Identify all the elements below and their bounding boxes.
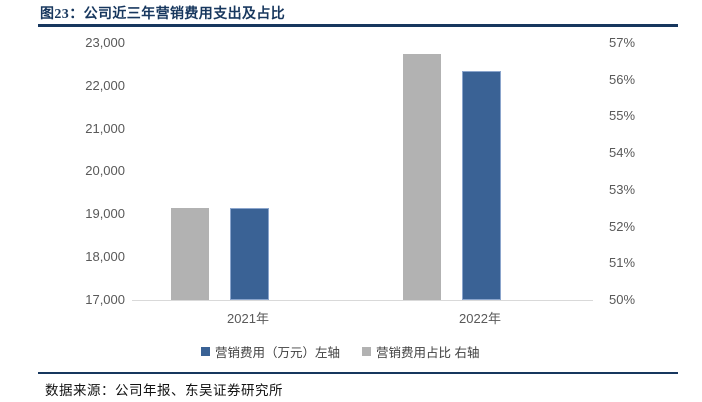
left-axis-tick: 23,000: [85, 35, 125, 50]
legend-label: 营销费用占比 右轴: [376, 346, 480, 360]
legend-label: 营销费用（万元）左轴: [215, 346, 341, 360]
bar-ratio-2022年: [403, 54, 441, 300]
right-axis-tick: 53%: [609, 181, 636, 197]
left-axis-tick: 21,000: [85, 120, 125, 136]
left-axis-tick: 18,000: [85, 249, 125, 265]
right-axis-tick: 57%: [609, 35, 636, 50]
right-axis-tick: 54%: [609, 145, 636, 161]
right-axis-tick: 55%: [609, 108, 636, 124]
left-axis-ticks: 23,000 22,000 21,000 20,000 19,000 18,000 17,0…: [56, 36, 125, 307]
right-axis-ticks: 57% 56% 55% 54% 53% 52% 51% 50%: [609, 36, 671, 307]
left-axis-tick: 19,000: [85, 206, 125, 222]
left-axis-tick: 17,000: [85, 291, 125, 307]
legend-swatch-blue-icon: [201, 347, 210, 356]
bar-ratio-2021年: [171, 208, 209, 300]
data-source-note: 数据来源：公司年报、东吴证券研究所: [45, 383, 283, 398]
bottom-divider: [38, 372, 678, 374]
legend-swatch-gray-icon: [362, 347, 372, 356]
bar-expense-2021年: [230, 207, 269, 300]
legend-item: 营销费用占比 右轴: [362, 342, 480, 361]
bar-expense-2022年: [462, 70, 501, 300]
left-axis-tick: 20,000: [85, 163, 125, 179]
category-label: 2021年: [227, 311, 269, 326]
right-axis-tick: 51%: [609, 255, 636, 271]
legend-item: 营销费用（万元）左轴: [201, 342, 340, 361]
chart-title: 图23：公司近三年营销费用支出及占比: [40, 7, 286, 22]
top-divider: [38, 24, 678, 27]
right-axis-tick: 50%: [609, 291, 636, 307]
right-axis-tick: 56%: [609, 71, 636, 87]
x-axis-line: [132, 300, 593, 301]
right-axis-tick: 52%: [609, 218, 636, 234]
chart-legend: 营销费用（万元）左轴 营销费用占比 右轴: [201, 342, 480, 361]
left-axis-tick: 22,000: [85, 77, 125, 93]
category-label: 2022年: [459, 311, 501, 326]
